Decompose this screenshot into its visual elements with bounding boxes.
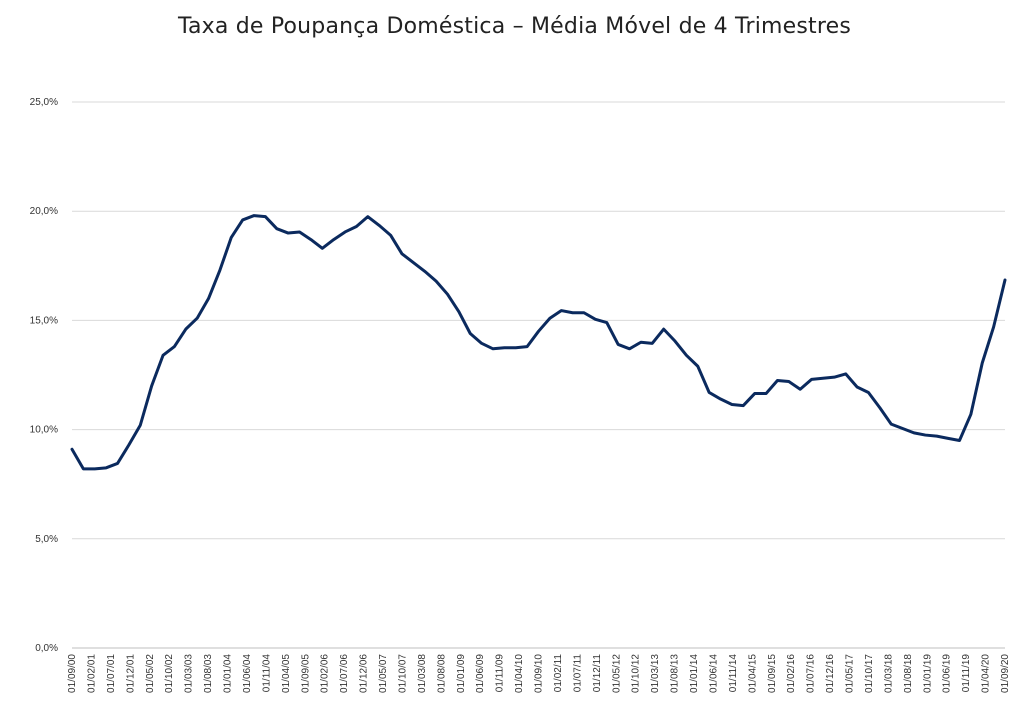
x-tick-label: 01/11/19 <box>961 654 972 693</box>
x-axis-tick-labels: 01/09/00 01/02/01 01/07/01 01/12/01 01/05/02… <box>67 654 1011 693</box>
x-tick-label: 01/05/12 <box>611 654 622 693</box>
x-tick-label: 01/08/08 <box>436 654 447 693</box>
x-tick-label: 01/10/07 <box>397 654 408 693</box>
chart-title: Taxa de Poupança Doméstica – Média Móvel… <box>177 14 852 39</box>
x-tick-label: 01/09/05 <box>300 654 311 693</box>
y-tick-label: 15,0% <box>30 315 58 326</box>
y-axis-tick-labels: 0,0% 5,0% 10,0% 15,0% 20,0% 25,0% <box>30 97 58 654</box>
x-tick-label: 01/04/20 <box>981 654 992 693</box>
x-tick-label: 01/02/01 <box>86 654 97 693</box>
x-tick-label: 01/01/19 <box>922 654 933 693</box>
y-tick-label: 20,0% <box>30 206 58 217</box>
x-tick-label: 01/04/05 <box>281 654 292 693</box>
x-tick-label: 01/02/16 <box>786 654 797 693</box>
x-tick-label: 01/05/07 <box>378 654 389 693</box>
x-tick-label: 01/06/19 <box>942 654 953 693</box>
x-tick-label: 01/06/04 <box>242 654 253 693</box>
x-tick-label: 01/08/18 <box>903 654 914 693</box>
x-tick-label: 01/11/04 <box>261 654 272 693</box>
series-layer <box>70 214 1007 471</box>
x-tick-label: 01/07/16 <box>806 654 817 693</box>
x-tick-label: 01/08/03 <box>203 654 214 693</box>
gridlines <box>72 101 1005 649</box>
x-tick-label: 01/04/10 <box>514 654 525 693</box>
x-tick-label: 01/06/14 <box>708 654 719 693</box>
x-tick-label: 01/04/15 <box>747 654 758 693</box>
x-tick-label: 01/12/16 <box>825 654 836 693</box>
y-tick-label: 0,0% <box>35 643 58 654</box>
x-tick-label: 01/06/09 <box>475 654 486 693</box>
y-tick-label: 5,0% <box>35 534 58 545</box>
x-tick-label: 01/01/09 <box>456 654 467 693</box>
x-tick-label: 01/07/11 <box>572 654 583 693</box>
x-tick-label: 01/03/13 <box>650 654 661 693</box>
x-tick-label: 01/12/06 <box>359 654 370 693</box>
x-tick-label: 01/10/12 <box>631 654 642 693</box>
x-tick-label: 01/03/03 <box>184 654 195 693</box>
x-tick-label: 01/09/00 <box>67 654 78 693</box>
x-tick-label: 01/03/18 <box>883 654 894 693</box>
series-line <box>70 214 1007 471</box>
x-tick-label: 01/09/15 <box>767 654 778 693</box>
x-tick-label: 01/07/01 <box>106 654 117 693</box>
x-tick-label: 01/05/17 <box>845 654 856 693</box>
x-tick-label: 01/05/02 <box>145 654 156 693</box>
y-tick-label: 10,0% <box>30 425 58 436</box>
x-tick-label: 01/12/01 <box>125 654 136 693</box>
x-tick-label: 01/03/08 <box>417 654 428 693</box>
x-tick-label: 01/08/13 <box>670 654 681 693</box>
y-tick-label: 25,0% <box>30 97 58 108</box>
x-tick-label: 01/01/04 <box>223 654 234 693</box>
x-tick-label: 01/09/20 <box>1000 654 1011 693</box>
x-tick-label: 01/10/02 <box>164 654 175 693</box>
x-tick-label: 01/02/11 <box>553 654 564 693</box>
x-tick-label: 01/01/14 <box>689 654 700 693</box>
x-tick-label: 01/11/09 <box>495 654 506 693</box>
x-tick-label: 01/12/11 <box>592 654 603 693</box>
x-tick-label: 01/02/06 <box>320 654 331 693</box>
x-tick-label: 01/10/17 <box>864 654 875 693</box>
x-tick-label: 01/11/14 <box>728 654 739 693</box>
x-tick-label: 01/09/10 <box>534 654 545 693</box>
x-tick-label: 01/07/06 <box>339 654 350 693</box>
